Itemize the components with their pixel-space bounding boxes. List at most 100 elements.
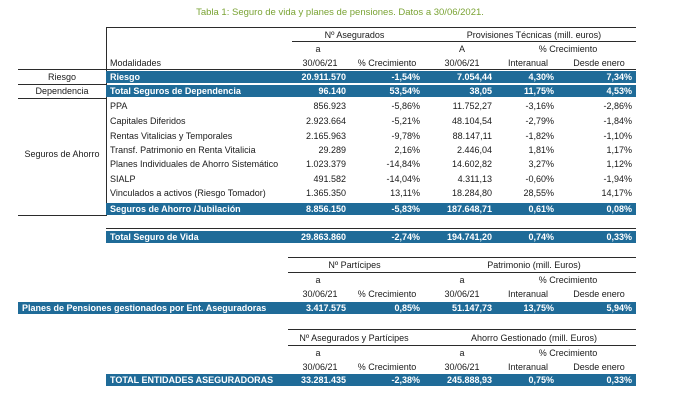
total-vida-top-rule [106,228,636,229]
value-interanual: -3,16% [525,101,554,111]
row-dependencia: Total Seguros de Dependencia 96.140 53,5… [106,85,636,97]
row-ahorro-total: Seguros de Ahorro /Jubilación 8.856.150 … [106,203,636,215]
header-participes: Nº Partícipes [328,260,381,270]
header-ahorro-gestionado: Ahorro Gestionado (mill. Euros) [470,333,598,343]
value-crecimiento: 0,85% [394,303,420,313]
value-asegurados: 1.023.379 [305,159,346,169]
row-label: Riesgo [110,72,141,82]
header-desde: Desde enero [573,362,625,372]
value-interanual: 0,74% [528,232,554,242]
value-interanual: -1,82% [525,131,554,141]
value-interanual: 11,75% [523,86,554,96]
value-crecimiento: 2,16% [394,145,420,155]
header-desde: Desde enero [573,58,625,68]
header-asegurados: Nº Asegurados [324,30,385,40]
category-rule-1 [18,84,106,85]
row-label: Vinculados a activos (Riesgo Tomador) [110,188,266,198]
header-a: a [315,44,321,54]
value-provisiones: 194.741,20 [446,232,492,242]
value-asegurados: 1.365.350 [305,188,346,198]
header-crec: % Crecimiento [357,289,417,299]
value-ahorro: 245.888,93 [446,375,492,385]
value-provisiones: 14.602,82 [451,159,492,169]
value-desde-enero: 7,34% [606,72,632,82]
value-desde-enero: 0,33% [606,232,632,242]
value-asegurados: 20.911.570 [301,72,346,82]
value-asegurados: 96.140 [318,86,346,96]
header-a: a [315,275,321,285]
value-provisiones: 187.648,71 [446,204,492,214]
header-crec: % Crecimiento [357,362,417,372]
value-crecimiento: -9,78% [391,131,420,141]
value-desde-enero: 5,94% [606,303,632,313]
value-provisiones: 7.054,44 [456,72,492,82]
value-crecimiento: -5,21% [391,116,420,126]
value-interanual: 1,81% [528,145,554,155]
value-desde-enero: -1,94% [603,174,632,184]
value-desde-enero: 1,17% [606,145,632,155]
row-label: SIALP [110,174,136,184]
value-crecimiento: -1,54% [391,72,420,82]
value-desde-enero: 14,17% [601,188,632,198]
top-rule [106,27,636,28]
row-label: Planes de Pensiones gestionados por Ent.… [22,303,267,313]
value-desde-enero: -2,86% [603,101,632,111]
header-desde: Desde enero [573,289,625,299]
value-asegurados: 29.863.860 [300,232,346,242]
value-interanual: 28,55% [523,188,554,198]
s3-header-rule [288,345,636,346]
value-provisiones: 38,05 [469,86,492,96]
row-label: Planes Individuales de Ahorro Sistemátic… [110,159,279,169]
value-provisiones: 48.104,54 [451,116,492,126]
value-interanual: 0,75% [528,375,554,385]
value-provisiones: 2.446,04 [456,145,492,155]
header-patrimonio: Patrimonio (mill. Euros) [487,260,581,270]
header-date: 30/06/21 [302,362,338,372]
header-provisiones: Provisiones Técnicas (mill. euros) [466,30,602,40]
value-asegurados: 2.923.664 [305,116,346,126]
value-interanual: -0,60% [525,174,554,184]
category-divider [106,27,107,216]
value-crecimiento: 13,11% [390,188,420,198]
header-bottom-rule [18,69,636,70]
header-crec-ahorro: % Crecimiento [538,348,598,358]
header-crec-prov: % Crecimiento [538,44,598,54]
value-interanual: 0,61% [528,204,554,214]
category-rule-2 [18,98,106,99]
header-date: 30/06/21 [302,289,338,299]
value-desde-enero: 1,12% [606,159,632,169]
row-label: TOTAL ENTIDADES ASEGURADORAS [110,375,274,385]
value-asegurados: 856.923 [313,101,346,111]
row-total-vida: Total Seguro de Vida 29.863.860 -2,74% 1… [106,231,636,243]
s2-header-rule [288,272,636,273]
value-crecimiento: -5,83% [391,204,420,214]
value-asegurados-participes: 33.281.435 [300,375,346,385]
value-provisiones: 4.311,13 [457,174,492,184]
header-crec-patrimonio: % Crecimiento [538,275,598,285]
value-interanual: 4,30% [528,72,554,82]
value-crecimiento: -5,86% [391,101,420,111]
row-planes-pensiones: Planes de Pensiones gestionados por Ent.… [18,302,636,314]
row-riesgo: Riesgo 20.911.570 -1,54% 7.054,44 4,30% … [106,71,636,83]
header-date: 30/06/21 [302,58,338,68]
value-provisiones: 18.284,80 [451,188,492,198]
value-provisiones: 88.147,11 [452,131,492,141]
row-label: Seguros de Ahorro /Jubilación [110,204,241,214]
table-title: Tabla 1: Seguro de vida y planes de pens… [196,7,484,18]
header-date2: 30/06/21 [444,289,480,299]
value-desde-enero: 4,53% [606,86,632,96]
header-a2: a [459,275,465,285]
value-crecimiento: 53,54% [389,86,420,96]
header-asegurados-participes: Nº Asegurados y Partícipes [299,333,409,343]
header-a: a [315,348,321,358]
value-desde-enero: 0,08% [606,204,632,214]
header-crec: % Crecimiento [357,58,417,68]
value-desde-enero: -1,10% [603,131,632,141]
category-rule-3 [18,215,106,216]
row-label: Total Seguros de Dependencia [110,86,241,96]
row-label: PPA [110,101,128,111]
value-interanual: 13,75% [523,303,554,313]
row-label: Capitales Diferidos [110,116,186,126]
s2-top-rule [288,257,636,258]
